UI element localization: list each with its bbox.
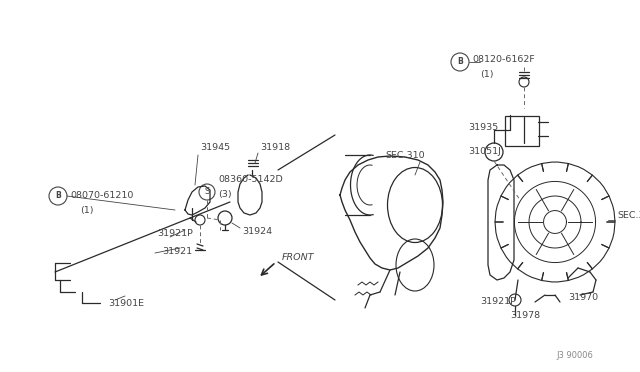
Text: B: B [55, 192, 61, 201]
Text: SEC.311: SEC.311 [617, 212, 640, 221]
Text: J3 90006: J3 90006 [556, 350, 593, 359]
Text: 31921P: 31921P [480, 298, 516, 307]
Text: 31921P: 31921P [157, 228, 193, 237]
Text: 08070-61210: 08070-61210 [70, 192, 133, 201]
Text: 08360-5142D: 08360-5142D [218, 176, 283, 185]
Text: FRONT: FRONT [282, 253, 314, 263]
Text: 31970: 31970 [568, 294, 598, 302]
Text: 31978: 31978 [510, 311, 540, 321]
Text: (1): (1) [480, 70, 493, 78]
Text: 31918: 31918 [260, 144, 290, 153]
Text: 31921: 31921 [162, 247, 192, 257]
Text: 08120-6162F: 08120-6162F [472, 55, 535, 64]
Text: 31901E: 31901E [108, 299, 144, 308]
Text: 31935: 31935 [468, 124, 499, 132]
Text: (3): (3) [218, 190, 232, 199]
Text: 31945: 31945 [200, 144, 230, 153]
Text: B: B [457, 58, 463, 67]
Text: S: S [204, 187, 210, 196]
Text: 31924: 31924 [242, 228, 272, 237]
Text: (1): (1) [80, 205, 93, 215]
Text: 31051J: 31051J [468, 148, 501, 157]
Text: SEC.310: SEC.310 [385, 151, 424, 160]
